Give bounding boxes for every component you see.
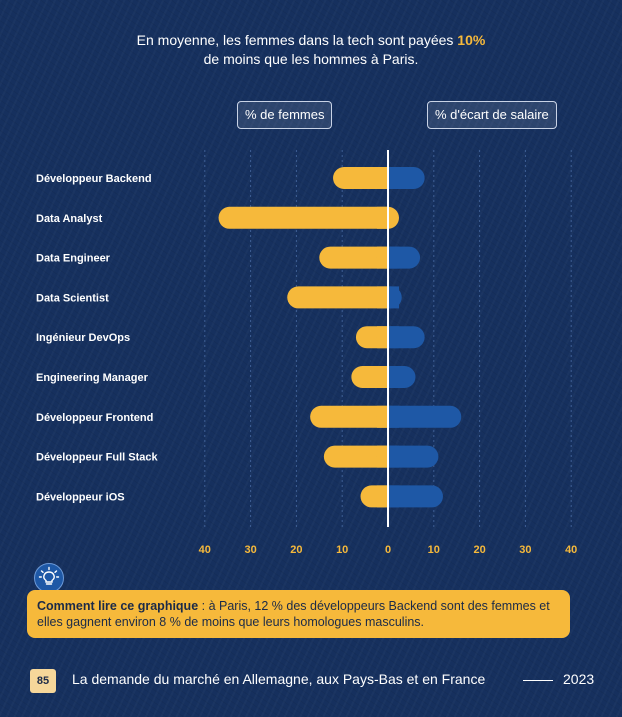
bar-women-join (377, 286, 388, 309)
category-label: Développeur Frontend (36, 412, 153, 424)
bar-women-join (377, 167, 388, 189)
footer-divider (523, 680, 553, 681)
note-text: : à Paris, 12 % des développeurs Backend… (37, 599, 550, 629)
lightbulb-icon (34, 563, 64, 593)
bar-women (218, 206, 399, 229)
x-tick-label: 20 (290, 544, 302, 556)
note-title: Comment lire ce graphique (37, 599, 199, 613)
chart-bars (218, 167, 462, 508)
category-label: Data Engineer (36, 253, 111, 265)
footer-year: 2023 (563, 671, 595, 687)
bar-women-join (377, 485, 388, 508)
page-number: 85 (30, 669, 56, 693)
x-tick-label: 40 (565, 544, 577, 556)
footer-title: La demande du marché en Allemagne, aux P… (72, 671, 486, 687)
legend-women-pill: % de femmes (237, 101, 333, 129)
bar-pay-gap-join (388, 485, 399, 508)
diverging-bar-chart: Développeur Backend Data Analyst Data Engi… (36, 150, 578, 556)
legend-pay-gap-pill: % d'écart de salaire (427, 101, 557, 129)
bar-women (310, 405, 399, 428)
category-label: Développeur iOS (36, 491, 125, 503)
bar-pay-gap-join (388, 366, 399, 388)
chart-category-labels: Développeur Backend Data Analyst Data Engi… (36, 173, 159, 503)
x-tick-label: 10 (428, 544, 440, 556)
bar-women-join (377, 246, 388, 269)
chart-tick-labels: 40 30 20 10 0 10 20 30 40 (199, 544, 578, 556)
bar-women-join (377, 445, 388, 468)
category-label: Développeur Backend (36, 173, 152, 185)
bar-pay-gap-join (388, 167, 399, 189)
x-tick-label: 40 (199, 544, 211, 556)
category-label: Data Analyst (36, 213, 103, 225)
how-to-read-note: Comment lire ce graphique : à Paris, 12 … (27, 590, 570, 638)
bar-women-join (377, 405, 388, 428)
bar-pay-gap-join (388, 405, 399, 428)
bar-women-join (377, 366, 388, 388)
bar-women-join (377, 326, 388, 349)
headline-line1: En moyenne, les femmes dans la tech sont… (136, 32, 458, 48)
x-tick-label: 30 (519, 544, 531, 556)
x-tick-label: 10 (336, 544, 348, 556)
x-tick-label: 0 (385, 544, 391, 556)
bar-pay-gap-join (388, 286, 399, 309)
bar-pay-gap-join (388, 445, 399, 468)
category-label: Développeur Full Stack (36, 452, 159, 464)
bar-pay-gap-join (388, 326, 399, 349)
category-label: Data Scientist (36, 292, 109, 304)
headline-line2: de moins que les hommes à Paris. (203, 51, 419, 67)
bar-women (287, 286, 399, 309)
x-tick-label: 30 (244, 544, 256, 556)
category-label: Ingénieur DevOps (36, 332, 130, 344)
bar-pay-gap-join (388, 246, 399, 269)
headline: En moyenne, les femmes dans la tech sont… (0, 31, 622, 69)
category-label: Engineering Manager (36, 372, 149, 384)
bar-women-join (377, 206, 388, 229)
x-tick-label: 20 (473, 544, 485, 556)
headline-highlight: 10% (457, 32, 486, 48)
